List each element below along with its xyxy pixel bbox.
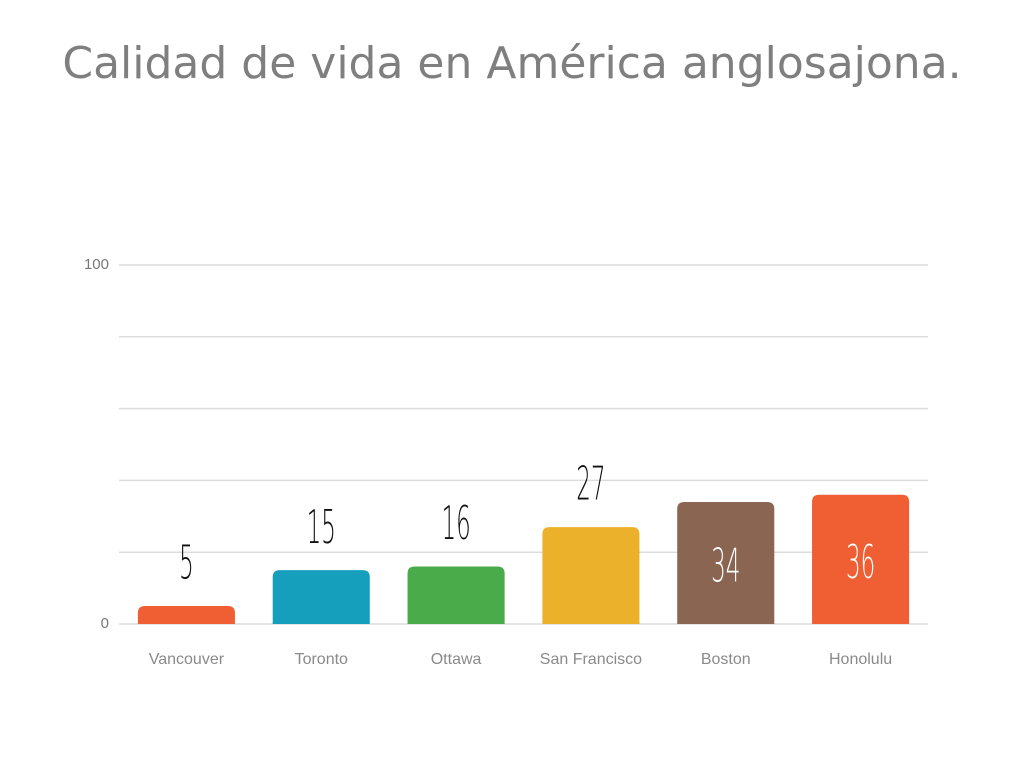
bar (812, 494, 910, 624)
value-label: 27 (576, 457, 605, 511)
bar (542, 527, 640, 624)
value-label: 5 (179, 536, 194, 590)
x-tick-label: Boston (701, 651, 751, 668)
x-tick-label: Toronto (295, 651, 348, 668)
bar (272, 570, 370, 624)
bar (677, 501, 775, 624)
x-tick-label: Honolulu (829, 651, 892, 668)
y-tick-label: 100 (84, 256, 109, 273)
value-label: 16 (441, 496, 470, 550)
value-label: 36 (846, 535, 875, 589)
value-label: 15 (307, 500, 336, 554)
bar (407, 566, 505, 624)
x-tick-label: Vancouver (149, 651, 225, 668)
x-tick-label: Ottawa (431, 651, 482, 668)
bar (137, 606, 235, 624)
y-tick-label: 0 (101, 615, 109, 632)
x-tick-label: San Francisco (540, 651, 642, 668)
chart-title: Calidad de vida en América anglosajona. (62, 38, 961, 89)
value-label: 34 (711, 539, 740, 593)
